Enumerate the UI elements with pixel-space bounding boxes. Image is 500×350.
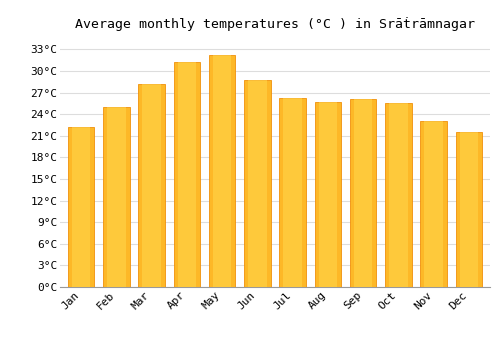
Bar [213, 55, 232, 287]
Bar [244, 80, 270, 287]
Bar [209, 55, 236, 287]
Title: Average monthly temperatures (°C ) in Srāṫrāmnagar: Average monthly temperatures (°C ) in Sr… [75, 17, 475, 31]
Bar [420, 121, 447, 287]
Bar [138, 84, 165, 287]
Bar [103, 107, 130, 287]
Bar [385, 103, 411, 287]
Bar [354, 99, 372, 287]
Bar [460, 132, 478, 287]
Bar [389, 103, 407, 287]
Bar [350, 99, 376, 287]
Bar [178, 62, 196, 287]
Bar [280, 98, 306, 287]
Bar [174, 62, 200, 287]
Bar [142, 84, 161, 287]
Bar [318, 102, 337, 287]
Bar [68, 127, 94, 287]
Bar [72, 127, 90, 287]
Bar [248, 80, 266, 287]
Bar [284, 98, 302, 287]
Bar [456, 132, 482, 287]
Bar [424, 121, 443, 287]
Bar [107, 107, 126, 287]
Bar [314, 102, 341, 287]
